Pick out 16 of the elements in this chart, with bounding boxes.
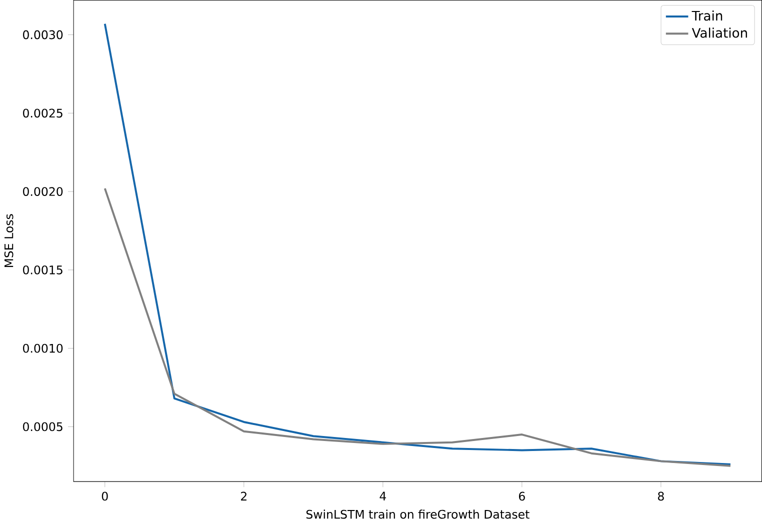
legend-label: Valiation bbox=[692, 28, 747, 38]
y-tick-label: 0.0010 bbox=[23, 344, 63, 353]
x-tick-label: 0 bbox=[102, 492, 108, 501]
y-tick-label: 0.0015 bbox=[23, 265, 62, 274]
x-tick-label: 6 bbox=[519, 492, 525, 501]
y-tick-label: 0.0005 bbox=[23, 422, 62, 432]
y-axis-title: MSE Loss bbox=[4, 214, 14, 268]
line-series bbox=[104, 187, 732, 467]
y-tick-label: 0.0025 bbox=[23, 108, 62, 118]
x-tick-label: 2 bbox=[241, 492, 246, 500]
x-axis-title: SwinLSTM train on fireGrowth Dataset bbox=[306, 510, 530, 519]
x-tick-label: 8 bbox=[658, 492, 664, 501]
x-tick-label: 4 bbox=[380, 492, 386, 500]
legend-label: Train bbox=[692, 10, 722, 21]
y-tick-label: 0.0020 bbox=[23, 187, 63, 196]
y-tick-label: 0.0030 bbox=[23, 30, 63, 40]
